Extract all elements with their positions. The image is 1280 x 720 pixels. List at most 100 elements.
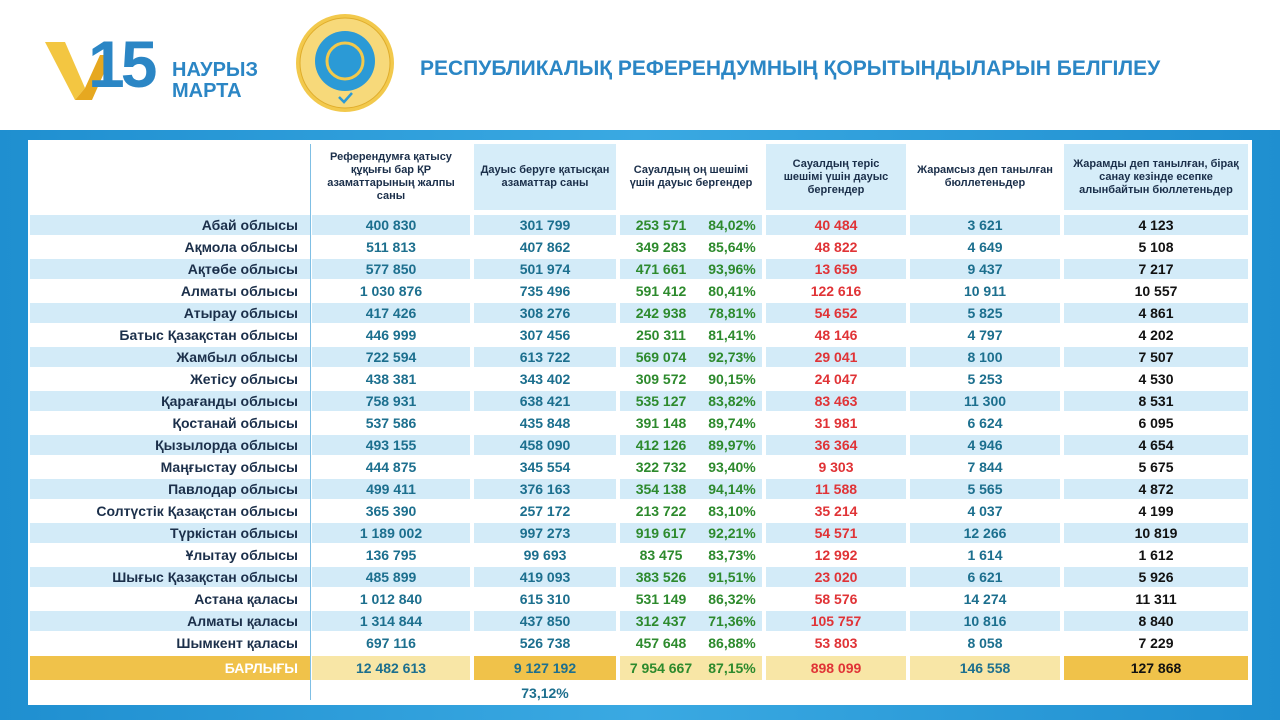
table-cell: 81,41% (708, 327, 756, 343)
row-stripe (30, 303, 310, 323)
row-stripe (620, 611, 762, 631)
table-cell: 8 100 (967, 349, 1003, 365)
table-cell: 12 992 (814, 547, 858, 563)
column-header: Жарамсыз деп танылған бюллетеньдер (910, 144, 1060, 210)
table-cell: 84,02% (708, 217, 756, 233)
row-stripe (620, 347, 762, 367)
region-name: Астана қаласы (194, 591, 298, 607)
table-cell: 638 421 (519, 393, 571, 409)
table-cell: 4 037 (967, 503, 1003, 519)
row-stripe (620, 567, 762, 587)
row-stripe (30, 567, 310, 587)
table-cell: 615 310 (519, 591, 571, 607)
row-stripe (1064, 391, 1248, 411)
row-stripe (474, 259, 616, 279)
table-cell: 5 253 (967, 371, 1003, 387)
table-cell: 444 875 (365, 459, 417, 475)
region-name: Шығыс Қазақстан облысы (112, 569, 298, 585)
table-cell: 48 822 (814, 239, 858, 255)
row-stripe (766, 215, 906, 235)
row-stripe (620, 303, 762, 323)
table-cell: 89,74% (708, 415, 756, 431)
table-cell: 391 148 (635, 415, 687, 431)
table-cell: 12 266 (963, 525, 1007, 541)
row-stripe (30, 347, 310, 367)
table-cell: 8 840 (1138, 613, 1174, 629)
row-stripe (910, 215, 1060, 235)
region-name: Алматы қаласы (187, 613, 298, 629)
row-stripe (766, 303, 906, 323)
table-cell: 613 722 (519, 349, 571, 365)
column-header: Сауалдың теріс шешімі үшін дауыс бергенд… (766, 144, 906, 210)
table-cell: 531 149 (635, 591, 687, 607)
table-cell: 78,81% (708, 305, 756, 321)
table-cell: 417 426 (365, 305, 417, 321)
row-stripe (620, 259, 762, 279)
table-cell: 4 654 (1138, 437, 1174, 453)
row-stripe (30, 259, 310, 279)
total-cell: 7 954 667 (629, 660, 693, 676)
table-cell: 48 146 (814, 327, 858, 343)
table-cell: 242 938 (635, 305, 687, 321)
table-cell: 91,51% (708, 569, 756, 585)
row-stripe (766, 611, 906, 631)
table-cell: 29 041 (814, 349, 858, 365)
table-cell: 93,96% (708, 261, 756, 277)
table-cell: 438 381 (365, 371, 417, 387)
total-bg (312, 656, 470, 680)
column-header: Сауалдың оң шешімі үшін дауыс бергендер (620, 144, 762, 210)
column-divider (310, 144, 311, 700)
region-name: Ақмола облысы (184, 239, 298, 255)
table-cell: 435 848 (519, 415, 571, 431)
row-stripe (910, 347, 1060, 367)
table-cell: 419 093 (519, 569, 571, 585)
row-stripe (30, 391, 310, 411)
row-stripe (312, 303, 470, 323)
table-cell: 58 576 (814, 591, 858, 607)
table-cell: 9 303 (818, 459, 854, 475)
column-header: Дауыс беруге қатысқан азаматтар саны (474, 144, 616, 210)
total-bg (1064, 656, 1248, 680)
table-cell: 10 557 (1134, 283, 1178, 299)
table-cell: 735 496 (519, 283, 571, 299)
total-bg (620, 656, 762, 680)
column-header: Жарамды деп танылған, бірақ санау кезінд… (1064, 144, 1248, 210)
table-cell: 80,41% (708, 283, 756, 299)
table-cell: 437 850 (519, 613, 571, 629)
row-stripe (474, 523, 616, 543)
table-cell: 7 229 (1138, 635, 1174, 651)
table-cell: 309 572 (635, 371, 687, 387)
row-stripe (1064, 435, 1248, 455)
table-cell: 136 795 (365, 547, 417, 563)
row-stripe (910, 303, 1060, 323)
region-name: Павлодар облысы (168, 481, 298, 497)
table-cell: 8 058 (967, 635, 1003, 651)
table-cell: 349 283 (635, 239, 687, 255)
table-cell: 997 273 (519, 525, 571, 541)
total-bg (30, 656, 310, 680)
table-cell: 4 123 (1138, 217, 1174, 233)
row-stripe (474, 347, 616, 367)
row-stripe (474, 479, 616, 499)
table-cell: 343 402 (519, 371, 571, 387)
table-cell: 257 172 (519, 503, 571, 519)
row-stripe (312, 391, 470, 411)
row-stripe (766, 347, 906, 367)
row-stripe (766, 391, 906, 411)
logo-number: 15 (88, 27, 157, 101)
row-stripe (766, 523, 906, 543)
row-stripe (30, 215, 310, 235)
table-cell: 83,82% (708, 393, 756, 409)
table-cell: 471 661 (635, 261, 687, 277)
table-cell: 24 047 (814, 371, 858, 387)
table-cell: 4 861 (1138, 305, 1174, 321)
table-cell: 83 463 (814, 393, 858, 409)
table-cell: 4 872 (1138, 481, 1174, 497)
table-cell: 5 565 (967, 481, 1003, 497)
row-stripe (312, 435, 470, 455)
row-stripe (910, 391, 1060, 411)
row-stripe (766, 435, 906, 455)
row-stripe (1064, 347, 1248, 367)
table-cell: 446 999 (365, 327, 417, 343)
table-cell: 10 819 (1134, 525, 1178, 541)
